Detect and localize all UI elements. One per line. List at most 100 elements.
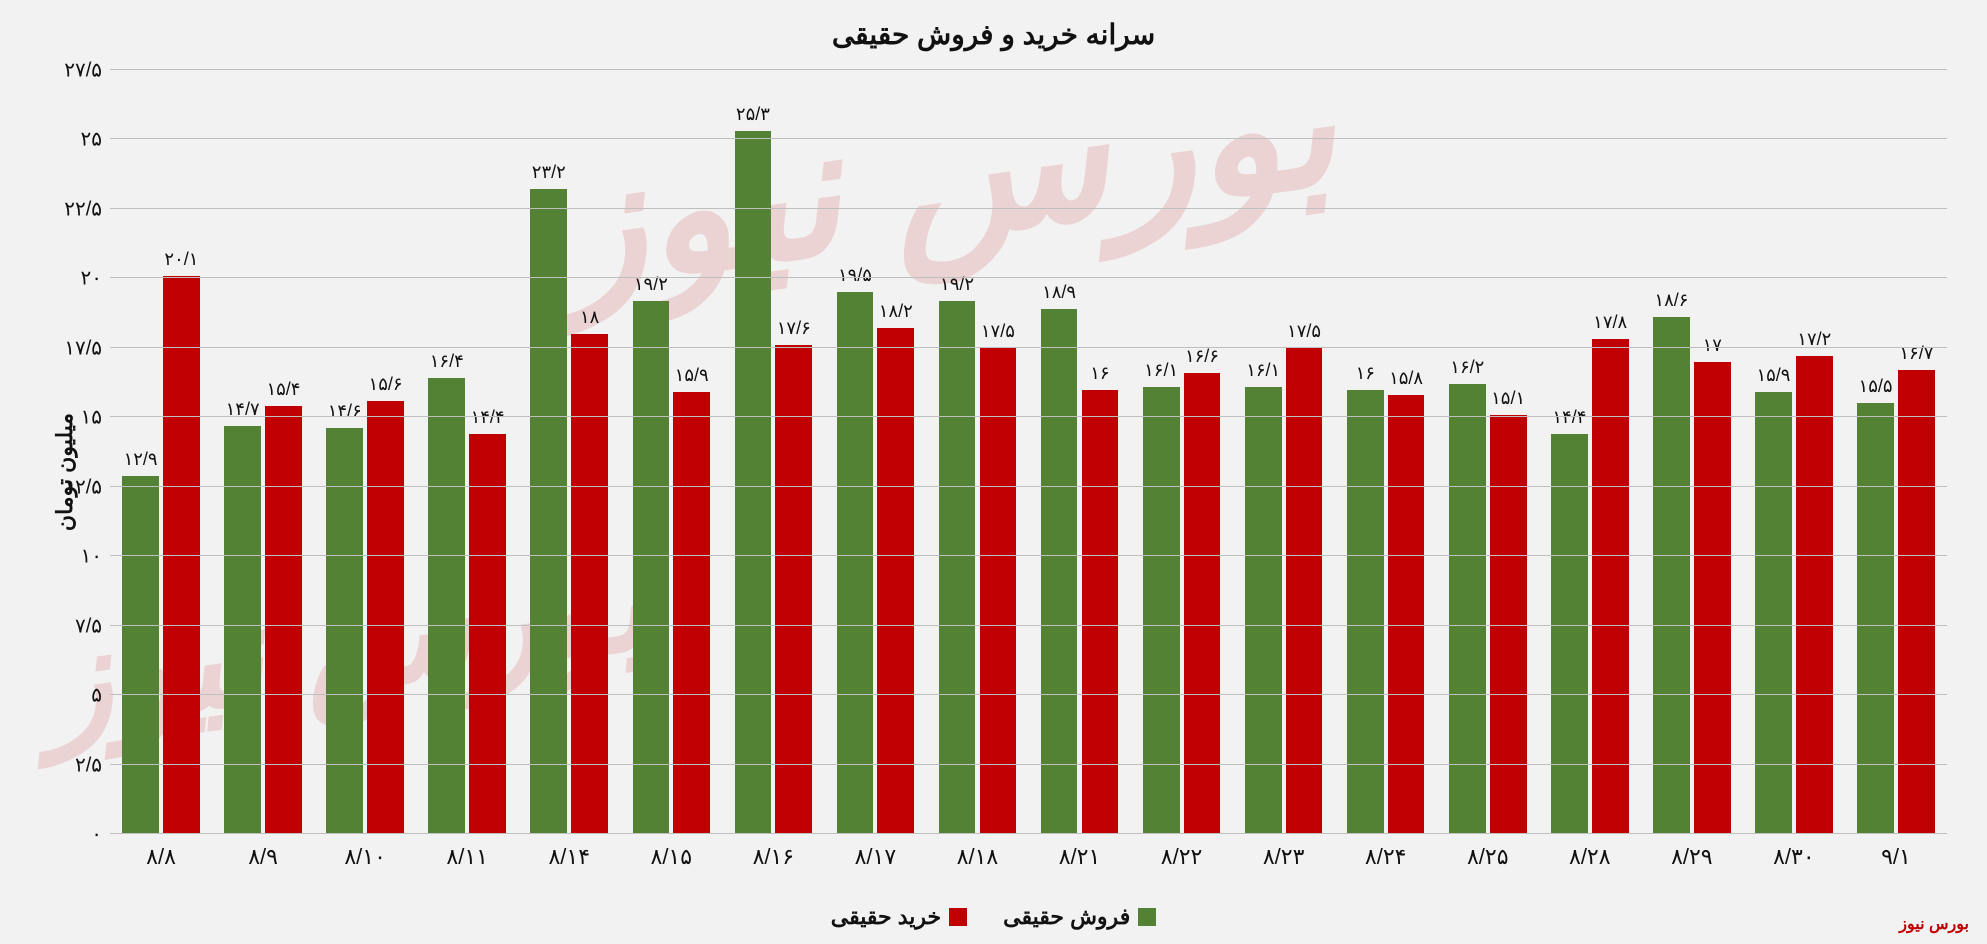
bar-value-label: ۱۸/۹ <box>1042 282 1076 303</box>
chart-title: سرانه خرید و فروش حقیقی <box>0 18 1987 51</box>
bar-value-label: ۱۶ <box>1356 363 1375 384</box>
bar-group: ۸/۹۱۴/۷۱۵/۴ <box>212 70 314 834</box>
bar-buy: ۱۶ <box>1082 390 1119 835</box>
bar-value-label: ۱۷/۶ <box>777 318 811 339</box>
grid-line <box>110 833 1947 834</box>
bar-group: ۸/۱۱۱۶/۴۱۴/۴ <box>416 70 518 834</box>
y-tick-label: ۲۰ <box>81 266 102 291</box>
bar-sell: ۱۶/۱ <box>1143 387 1180 834</box>
x-tick-label: ۸/۱۱ <box>446 844 488 870</box>
grid-line <box>110 625 1947 626</box>
y-tick-label: ۰ <box>91 822 102 847</box>
x-tick-label: ۸/۲۹ <box>1671 844 1713 870</box>
x-tick-label: ۹/۱ <box>1881 844 1911 870</box>
bar-buy: ۱۷/۶ <box>775 345 812 834</box>
grid-line <box>110 764 1947 765</box>
y-tick-label: ۲۲/۵ <box>64 196 102 221</box>
grid-line <box>110 416 1947 417</box>
bar-sell: ۱۸/۹ <box>1041 309 1078 834</box>
grid-line <box>110 694 1947 695</box>
bar-sell: ۱۶/۱ <box>1245 387 1282 834</box>
bar-sell: ۱۹/۲ <box>939 301 976 834</box>
bar-value-label: ۱۸/۶ <box>1654 290 1688 311</box>
grid-line <box>110 486 1947 487</box>
bar-value-label: ۱۵/۴ <box>266 379 300 400</box>
legend-label: خرید حقیقی <box>831 904 941 930</box>
bar-value-label: ۱۸ <box>580 307 599 328</box>
y-axis-label: میلیون تومان <box>52 413 78 531</box>
bar-sell: ۱۶ <box>1347 390 1384 835</box>
bar-sell: ۲۵/۳ <box>735 131 772 834</box>
chart-container: بورس نیوز بورس نیوز سرانه خرید و فروش حق… <box>0 0 1987 944</box>
bar-value-label: ۱۷/۵ <box>981 321 1015 342</box>
bar-sell: ۱۲/۹ <box>122 476 159 834</box>
grid-line <box>110 347 1947 348</box>
legend-item: خرید حقیقی <box>831 904 967 930</box>
legend-item: فروش حقیقی <box>1003 904 1156 930</box>
bar-buy: ۱۷/۵ <box>980 348 1017 834</box>
x-tick-label: ۸/۲۱ <box>1059 844 1101 870</box>
bar-value-label: ۲۰/۱ <box>164 249 198 270</box>
bar-value-label: ۲۳/۲ <box>532 162 566 183</box>
bar-value-label: ۱۷/۵ <box>1287 321 1321 342</box>
x-tick-label: ۸/۱۰ <box>344 844 386 870</box>
grid-line <box>110 208 1947 209</box>
bar-group: ۸/۲۹۱۸/۶۱۷ <box>1641 70 1743 834</box>
bar-group: ۸/۲۴۱۶۱۵/۸ <box>1335 70 1437 834</box>
bar-value-label: ۱۶ <box>1090 363 1109 384</box>
bar-group: ۸/۱۵۱۹/۲۱۵/۹ <box>620 70 722 834</box>
bar-sell: ۱۴/۴ <box>1551 434 1588 834</box>
bar-sell: ۱۵/۹ <box>1755 392 1792 834</box>
bar-value-label: ۱۶/۲ <box>1450 357 1484 378</box>
bar-buy: ۱۵/۴ <box>265 406 302 834</box>
y-tick-label: ۷/۵ <box>75 613 102 638</box>
bar-value-label: ۱۴/۴ <box>471 407 505 428</box>
bar-value-label: ۱۵/۹ <box>1756 365 1790 386</box>
bar-buy: ۱۵/۹ <box>673 392 710 834</box>
legend-label: فروش حقیقی <box>1003 904 1130 930</box>
bar-value-label: ۱۸/۲ <box>879 301 913 322</box>
bar-group: ۸/۲۵۱۶/۲۱۵/۱ <box>1437 70 1539 834</box>
bar-buy: ۱۸/۲ <box>877 328 914 834</box>
bar-value-label: ۱۲/۹ <box>124 449 158 470</box>
y-tick-label: ۵ <box>91 683 102 708</box>
bar-sell: ۱۹/۲ <box>633 301 670 834</box>
bar-buy: ۱۷/۸ <box>1592 339 1629 834</box>
bars-layer: ۸/۸۱۲/۹۲۰/۱۸/۹۱۴/۷۱۵/۴۸/۱۰۱۴/۶۱۵/۶۸/۱۱۱۶… <box>110 70 1947 834</box>
x-tick-label: ۸/۳۰ <box>1773 844 1815 870</box>
x-tick-label: ۸/۲۴ <box>1365 844 1407 870</box>
grid-line <box>110 277 1947 278</box>
bar-buy: ۱۷/۵ <box>1286 348 1323 834</box>
bar-group: ۸/۲۳۱۶/۱۱۷/۵ <box>1233 70 1335 834</box>
bar-sell: ۱۸/۶ <box>1653 317 1690 834</box>
bar-group: ۸/۸۱۲/۹۲۰/۱ <box>110 70 212 834</box>
bar-sell: ۱۹/۵ <box>837 292 874 834</box>
bar-group: ۸/۲۱۱۸/۹۱۶ <box>1029 70 1131 834</box>
y-tick-label: ۱۰ <box>81 544 102 569</box>
y-tick-label: ۱۵ <box>81 405 102 430</box>
x-tick-label: ۸/۱۷ <box>855 844 897 870</box>
bar-buy: ۱۷/۲ <box>1796 356 1833 834</box>
bar-group: ۸/۳۰۱۵/۹۱۷/۲ <box>1743 70 1845 834</box>
x-tick-label: ۸/۱۴ <box>548 844 590 870</box>
x-tick-label: ۸/۸ <box>146 844 176 870</box>
grid-line <box>110 138 1947 139</box>
bar-sell: ۱۵/۵ <box>1857 403 1894 834</box>
grid-line <box>110 555 1947 556</box>
bar-group: ۸/۱۸۱۹/۲۱۷/۵ <box>926 70 1028 834</box>
bar-value-label: ۱۵/۶ <box>369 374 403 395</box>
legend-swatch <box>1138 908 1156 926</box>
bar-group: ۸/۲۸۱۴/۴۱۷/۸ <box>1539 70 1641 834</box>
legend: فروش حقیقی خرید حقیقی <box>0 904 1987 932</box>
bar-value-label: ۲۵/۳ <box>736 104 770 125</box>
bar-sell: ۱۶/۲ <box>1449 384 1486 834</box>
x-tick-label: ۸/۱۶ <box>753 844 795 870</box>
x-tick-label: ۸/۱۸ <box>957 844 999 870</box>
bar-buy: ۱۵/۶ <box>367 401 404 834</box>
x-tick-label: ۸/۲۲ <box>1161 844 1203 870</box>
bar-sell: ۲۳/۲ <box>530 189 567 834</box>
bar-group: ۸/۱۶۲۵/۳۱۷/۶ <box>722 70 824 834</box>
bar-buy: ۱۵/۸ <box>1388 395 1425 834</box>
y-tick-label: ۱۲/۵ <box>64 474 102 499</box>
bar-value-label: ۱۶/۶ <box>1185 346 1219 367</box>
